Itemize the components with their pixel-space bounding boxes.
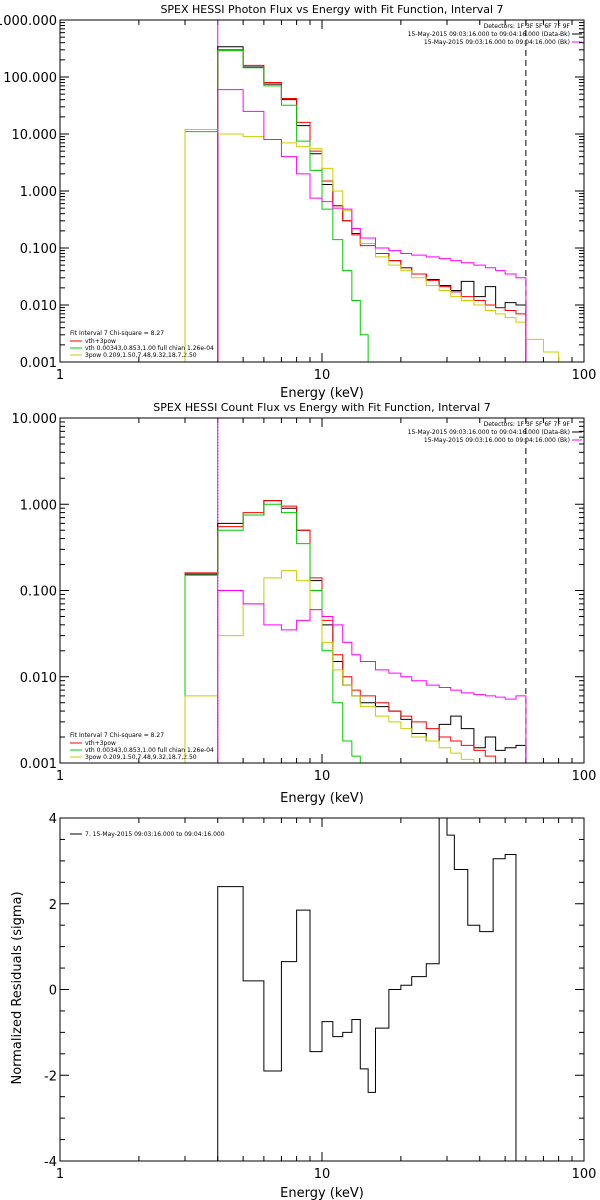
detectors-label: Detectors: 1F 3F 5F 6F 7F 9F	[484, 23, 571, 30]
photon-flux-header-legend: Detectors: 1F 3F 5F 6F 7F 9F 15-May-2015…	[408, 23, 582, 46]
series-vth	[184, 50, 369, 362]
photon-flux-y-ticks	[60, 22, 584, 363]
count-flux-series	[184, 500, 527, 763]
fit-3pow-label: 3pow 0.209,1.50,7.48,9.32,18.7,2.50	[85, 754, 197, 761]
y-tick-label: 10.000	[12, 412, 58, 427]
fit-vth-label: vth 0.00343,0.853,1.00 full chian 1.26e-…	[85, 747, 214, 754]
residuals-plot-frame	[59, 817, 585, 1162]
y-tick-label: 0.001	[20, 356, 57, 371]
y-tick-label: 0.100	[20, 242, 57, 257]
count-flux-plot-frame	[59, 417, 585, 764]
count-flux-title: SPEX HESSI Count Flux vs Energy with Fit…	[153, 401, 490, 414]
photon-flux-plot-frame	[59, 19, 585, 363]
fit-interval-label: Fit Interval 7 Chi-square = 8.27	[70, 330, 164, 337]
series-3pow	[184, 128, 573, 362]
count-flux-panel: SPEX HESSI Count Flux vs Energy with Fit…	[12, 401, 597, 806]
series-bk	[217, 590, 527, 763]
residuals-legend: 7. 15-May-2015 09:03:16.000 to 09:04:16.…	[70, 831, 225, 838]
y-tick-label: 1.000	[20, 498, 57, 513]
x-tick-label: 10	[314, 368, 331, 383]
residuals-xlabel: Energy (keV)	[280, 1186, 364, 1200]
photon-flux-series	[184, 46, 573, 362]
photon-flux-fit-legend: Fit Interval 7 Chi-square = 8.27 vth+3po…	[70, 330, 214, 359]
y-tick-label: 1000.000	[0, 14, 57, 29]
y-tick-label: 4	[49, 812, 57, 827]
residuals-series	[217, 818, 517, 1161]
count-flux-fit-legend: Fit Interval 7 Chi-square = 8.27 vth+3po…	[70, 732, 214, 761]
x-tick-label: 10	[314, 769, 331, 784]
y-tick-label: 10.000	[12, 128, 58, 143]
y-tick-label: 0.010	[20, 671, 57, 686]
count-flux-xlabel: Energy (keV)	[280, 791, 364, 806]
y-tick-label: 100.000	[3, 71, 57, 86]
y-tick-label: -4	[44, 1155, 57, 1170]
fit-interval-label: Fit Interval 7 Chi-square = 8.27	[70, 732, 164, 739]
residuals-legend-label: 7. 15-May-2015 09:03:16.000 to 09:04:16.…	[85, 831, 225, 838]
bk-legend-label: 15-May-2015 09:03:16.000 to 09:04:16.000…	[424, 39, 570, 46]
y-tick-label: 0	[49, 984, 57, 999]
y-tick-label: -2	[44, 1069, 57, 1084]
data-bk-legend-label: 15-May-2015 09:03:16.000 to 09:04:16.000…	[408, 31, 570, 38]
y-tick-label: 0.100	[20, 585, 57, 600]
y-tick-label: 0.010	[20, 299, 57, 314]
series-vth	[184, 503, 361, 763]
detectors-label: Detectors: 1F 3F 5F 6F 7F 9F	[484, 421, 571, 428]
residuals-panel: Energy (keV) Normalized Residuals (sigma…	[10, 812, 596, 1200]
x-tick-label: 1	[56, 769, 64, 784]
x-tick-label: 1	[56, 1167, 64, 1182]
bk-legend-label: 15-May-2015 09:03:16.000 to 09:04:16.000…	[424, 437, 570, 444]
count-flux-y-ticks	[60, 421, 584, 764]
residuals-y-ticks	[60, 817, 584, 1162]
series-bk	[217, 89, 527, 362]
fit-vth-label: vth 0.00343,0.853,1.00 full chian 1.26e-…	[85, 345, 214, 352]
fit-total-label: vth+3pow	[85, 338, 116, 345]
photon-flux-panel: SPEX HESSI Photon Flux vs Energy with Fi…	[0, 3, 596, 401]
residuals-ylabel: Normalized Residuals (sigma)	[10, 891, 25, 1084]
x-tick-label: 100	[572, 1167, 597, 1182]
y-tick-label: 1.000	[20, 185, 57, 200]
x-tick-label: 10	[314, 1167, 331, 1182]
photon-flux-title: SPEX HESSI Photon Flux vs Energy with Fi…	[160, 3, 503, 16]
x-tick-label: 100	[572, 368, 597, 383]
series-vth-3pow	[184, 500, 527, 763]
x-tick-label: 1	[56, 368, 64, 383]
series-7-15-may-2015-09-03-16-000-to-09-04-16-000	[217, 818, 517, 1161]
series-3pow	[184, 570, 506, 763]
count-flux-header-legend: Detectors: 1F 3F 5F 6F 7F 9F 15-May-2015…	[408, 421, 582, 444]
x-tick-label: 100	[572, 769, 597, 784]
fit-total-label: vth+3pow	[85, 740, 116, 747]
fit-3pow-label: 3pow 0.209,1.50,7.48,9.32,18.7,2.50	[85, 352, 197, 359]
data-bk-legend-label: 15-May-2015 09:03:16.000 to 09:04:16.000…	[408, 429, 570, 436]
y-tick-label: 0.001	[20, 757, 57, 772]
y-tick-label: 2	[49, 898, 57, 913]
photon-flux-xlabel: Energy (keV)	[280, 386, 364, 401]
